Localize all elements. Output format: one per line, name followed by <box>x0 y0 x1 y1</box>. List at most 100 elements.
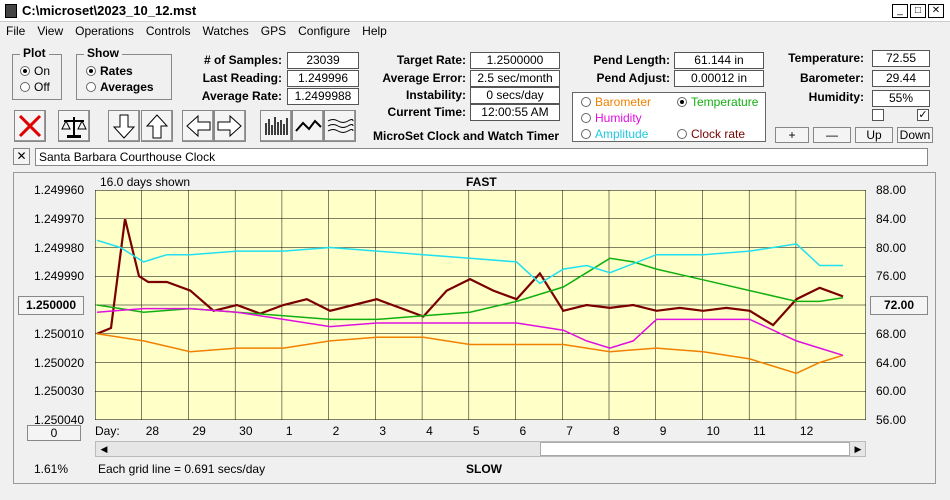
days-shown-label: 16.0 days shown <box>100 175 191 189</box>
menu-gps[interactable]: GPS <box>260 24 287 38</box>
x-day-tick: 10 <box>706 424 720 438</box>
stop-button[interactable] <box>14 110 46 142</box>
show-averages-label: Averages <box>100 80 154 94</box>
plot-off-radio[interactable]: Off <box>20 80 50 94</box>
env-checkbox-2[interactable]: ✓ <box>917 109 929 121</box>
y-left-tick: 1.249980 <box>33 240 84 255</box>
y-left-tick: 1.249960 <box>33 183 84 197</box>
arrow-right-icon <box>217 114 242 138</box>
clock-name-field[interactable]: Santa Barbara Courthouse Clock <box>35 148 928 166</box>
aux-clock-rate-radio[interactable]: Clock rate <box>677 127 745 141</box>
y-right-tick: 60.00 <box>875 384 906 399</box>
menu-bar: File View Operations Controls Watches GPS Conf… <box>0 22 950 42</box>
show-averages-radio[interactable]: Averages <box>86 80 154 94</box>
app-caption: MicroSet Clock and Watch Timer <box>373 129 560 143</box>
bars-view-button[interactable] <box>260 110 292 142</box>
current-time-label: Current Time: <box>387 105 466 119</box>
close-clock-button[interactable]: ✕ <box>13 148 30 165</box>
right-arrow-button[interactable] <box>214 110 246 142</box>
show-group-label: Show <box>84 46 122 60</box>
waves-view-button[interactable] <box>324 110 356 142</box>
center-rate-button[interactable]: 1.250000 <box>18 296 84 315</box>
x-day-tick: 5 <box>472 424 480 438</box>
y-left-tick: 1.250040 <box>33 413 84 427</box>
y-left-tick: 1.249970 <box>33 211 84 226</box>
aux-amplitude-radio[interactable]: Amplitude <box>581 127 648 141</box>
show-rates-label: Rates <box>100 64 133 78</box>
minimize-button[interactable]: _ <box>892 4 908 18</box>
horizontal-scrollbar[interactable]: ◀ ▶ <box>95 441 866 457</box>
aux-clock-rate-label: Clock rate <box>691 127 746 141</box>
plot-on-radio[interactable]: On <box>20 64 50 78</box>
bar-graph-icon <box>265 117 288 135</box>
aux-humidity-radio[interactable]: Humidity <box>581 111 642 125</box>
x-day-tick: 1 <box>285 424 293 438</box>
scroll-thumb[interactable] <box>540 442 850 456</box>
show-group <box>76 54 172 100</box>
show-rates-radio[interactable]: Rates <box>86 64 133 78</box>
menu-watches[interactable]: Watches <box>202 24 249 38</box>
barometer-field: 29.44 <box>872 70 930 87</box>
menu-file[interactable]: File <box>6 24 26 38</box>
env-checkbox-1[interactable] <box>872 109 884 121</box>
target-rate-label: Target Rate: <box>396 53 466 67</box>
target-rate-field[interactable]: 1.2500000 <box>470 52 560 69</box>
balance-button[interactable] <box>58 110 90 142</box>
humidity-label: Humidity: <box>808 90 864 104</box>
waves-icon <box>327 119 354 133</box>
minus-button[interactable]: — <box>813 127 851 143</box>
x-day-tick: 28 <box>145 424 160 438</box>
aux-temperature-label: Temperature <box>691 95 759 109</box>
aux-humidity-label: Humidity <box>595 111 642 125</box>
scroll-left-icon[interactable]: ◀ <box>100 444 108 454</box>
aux-barometer-radio[interactable]: Barometer <box>581 95 651 109</box>
menu-controls[interactable]: Controls <box>145 24 191 38</box>
pend-adjust-field: 0.00012 in <box>674 70 764 87</box>
y-left-tick: 1.249990 <box>33 269 84 284</box>
current-time-field: 12:00:55 AM <box>470 104 560 121</box>
series-line-barometer <box>96 333 844 375</box>
maximize-button[interactable]: □ <box>910 4 926 18</box>
up-button[interactable]: Up <box>855 127 893 143</box>
aux-barometer-label: Barometer <box>595 95 652 109</box>
aux-temperature-radio[interactable]: Temperature <box>677 95 758 109</box>
pend-length-field: 61.144 in <box>674 52 764 69</box>
plus-button[interactable]: + <box>775 127 809 143</box>
arrow-up-icon <box>145 114 169 139</box>
arrow-down-icon <box>112 114 136 139</box>
average-error-label: Average Error: <box>382 71 466 85</box>
y-right-tick: 68.00 <box>875 326 906 341</box>
last-reading-field: 1.249996 <box>287 70 359 87</box>
scroll-right-icon[interactable]: ▶ <box>854 444 862 454</box>
menu-help[interactable]: Help <box>362 24 387 38</box>
y-right-tick: 84.00 <box>875 211 906 226</box>
plot-group-label: Plot <box>20 46 49 60</box>
x-day-tick: 8 <box>613 424 620 438</box>
line-view-button[interactable] <box>292 110 324 142</box>
series-line-amplitude <box>96 239 843 285</box>
temperature-label: Temperature: <box>788 51 864 65</box>
down-arrow-button[interactable] <box>108 110 140 142</box>
grid-note: Each grid line = 0.691 secs/day <box>98 462 266 476</box>
up-arrow-button[interactable] <box>141 110 173 142</box>
close-window-button[interactable]: ✕ <box>928 4 944 18</box>
center-aux-button[interactable]: 72.00 <box>870 296 928 315</box>
fast-label: FAST <box>466 175 497 189</box>
y-right-tick: 76.00 <box>875 269 906 284</box>
x-day-tick: 12 <box>799 424 814 438</box>
red-x-icon <box>18 114 42 138</box>
menu-operations[interactable]: Operations <box>75 24 134 38</box>
offset-button[interactable]: 0 <box>27 425 81 441</box>
down-button[interactable]: Down <box>897 127 933 143</box>
y-right-tick: 56.00 <box>875 413 906 427</box>
humidity-field: 55% <box>872 90 930 107</box>
left-arrow-button[interactable] <box>182 110 214 142</box>
x-day-tick: 11 <box>753 424 766 438</box>
menu-view[interactable]: View <box>37 24 64 38</box>
balance-scale-icon <box>61 117 87 138</box>
y-right-tick: 64.00 <box>875 355 906 370</box>
x-day-tick: 30 <box>239 424 253 438</box>
average-rate-label: Average Rate: <box>201 89 282 103</box>
menu-configure[interactable]: Configure <box>298 24 351 38</box>
series-line-rate <box>96 218 844 335</box>
